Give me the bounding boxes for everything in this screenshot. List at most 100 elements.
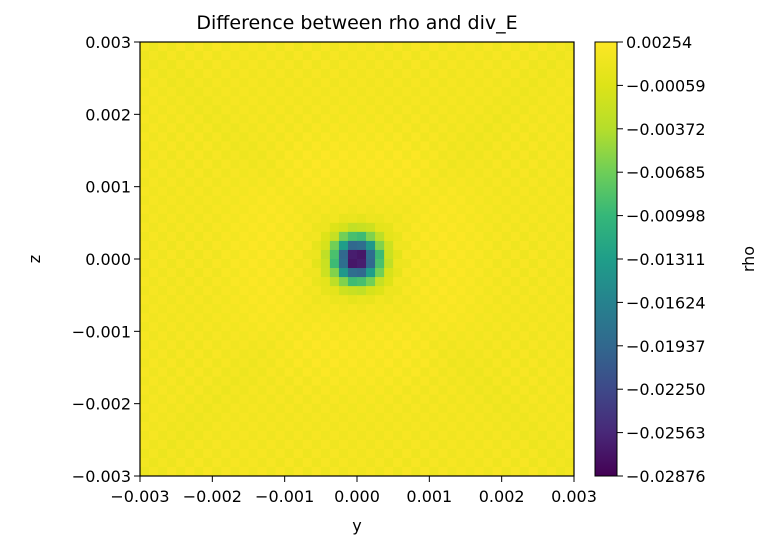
heatmap-cell: [293, 313, 304, 323]
heatmap-cell: [239, 457, 249, 468]
heatmap-cell: [149, 150, 159, 160]
heatmap-cell: [393, 213, 403, 224]
heatmap-cell: [366, 349, 376, 359]
heatmap-cell: [347, 394, 358, 405]
heatmap-cell: [537, 259, 548, 269]
heatmap-cell: [140, 358, 150, 368]
heatmap-cell: [347, 367, 358, 377]
heatmap-cell: [167, 114, 177, 124]
heatmap-cell: [266, 421, 277, 432]
heatmap-cell: [546, 349, 557, 359]
heatmap-cell: [447, 195, 457, 206]
heatmap-cell: [501, 159, 512, 169]
heatmap-cell: [429, 60, 439, 70]
heatmap-cell: [546, 222, 557, 233]
heatmap-cell: [492, 204, 503, 215]
heatmap-cell: [284, 51, 295, 61]
heatmap-cell: [429, 349, 439, 359]
heatmap-cell: [275, 222, 286, 233]
heatmap-cell: [203, 358, 213, 368]
heatmap-cell: [546, 213, 557, 224]
heatmap-cell: [384, 268, 394, 278]
heatmap-cell: [167, 213, 177, 224]
heatmap-cell: [483, 195, 494, 206]
heatmap-cell: [167, 42, 177, 52]
heatmap-cell: [375, 349, 385, 359]
heatmap-cell: [248, 385, 258, 396]
heatmap-cell: [167, 168, 177, 179]
heatmap-cell: [519, 114, 530, 124]
heatmap-cell: [384, 132, 394, 142]
heatmap-cell: [366, 96, 376, 106]
heatmap-cell: [537, 448, 548, 459]
heatmap-cell: [492, 421, 503, 432]
heatmap-cell: [140, 277, 150, 287]
heatmap-cell: [546, 439, 557, 450]
heatmap-cell: [357, 376, 367, 386]
heatmap-cell: [338, 60, 349, 70]
heatmap-cell: [140, 60, 150, 70]
heatmap-cell: [465, 385, 475, 396]
heatmap-cell: [311, 385, 322, 396]
heatmap-cell: [248, 51, 258, 61]
heatmap-cell: [293, 141, 304, 151]
heatmap-cell: [528, 51, 539, 61]
heatmap-cell: [474, 403, 484, 414]
heatmap-cell: [366, 186, 376, 197]
heatmap-cell: [176, 367, 186, 377]
heatmap-cell: [221, 367, 231, 377]
heatmap-cell: [492, 304, 503, 314]
heatmap-cell: [347, 430, 358, 441]
heatmap-cell: [519, 277, 530, 287]
heatmap-cell: [510, 322, 521, 332]
heatmap-cell: [149, 186, 159, 197]
heatmap-cell: [420, 268, 430, 278]
heatmap-cell: [393, 358, 403, 368]
heatmap-cell: [366, 439, 376, 450]
heatmap-cell: [501, 222, 512, 233]
heatmap-cell: [537, 466, 548, 477]
heatmap-cell: [158, 277, 168, 287]
heatmap-cell: [203, 231, 213, 242]
heatmap-cell: [203, 457, 213, 468]
heatmap-cell: [438, 277, 448, 287]
heatmap-cell: [402, 222, 412, 233]
heatmap-cell: [320, 367, 331, 377]
heatmap-cell: [465, 421, 475, 432]
heatmap-cell: [501, 277, 512, 287]
heatmap-cell: [302, 168, 313, 179]
heatmap-cell: [185, 430, 195, 441]
heatmap-cell: [375, 123, 385, 133]
heatmap-cell: [149, 60, 159, 70]
heatmap-cell: [239, 222, 249, 233]
heatmap-cell: [221, 385, 231, 396]
heatmap-cell: [221, 394, 231, 405]
heatmap-cell: [555, 42, 566, 52]
heatmap-cell: [329, 213, 340, 224]
heatmap-cell: [528, 132, 539, 142]
heatmap-cell: [420, 213, 430, 224]
heatmap-cell: [456, 159, 466, 169]
heatmap-cell: [447, 340, 457, 350]
heatmap-cell: [185, 213, 195, 224]
heatmap-cell: [402, 376, 412, 386]
heatmap-cell: [501, 87, 512, 97]
heatmap-cell: [266, 69, 277, 79]
heatmap-cell: [483, 42, 494, 52]
heatmap-cell: [230, 42, 240, 52]
heatmap-cell: [140, 385, 150, 396]
heatmap-cell: [519, 42, 530, 52]
heatmap-cell: [411, 51, 421, 61]
heatmap-cell: [483, 96, 494, 106]
heatmap-cell: [465, 240, 475, 251]
heatmap-cell: [221, 150, 231, 160]
heatmap-cell: [492, 466, 503, 477]
heatmap-cell: [384, 105, 394, 115]
heatmap-cell: [447, 268, 457, 278]
heatmap-cell: [402, 114, 412, 124]
heatmap-cell: [266, 259, 277, 269]
heatmap-cell: [492, 132, 503, 142]
heatmap-cell: [176, 96, 186, 106]
heatmap-cell: [284, 249, 295, 260]
heatmap-cell: [338, 123, 349, 133]
